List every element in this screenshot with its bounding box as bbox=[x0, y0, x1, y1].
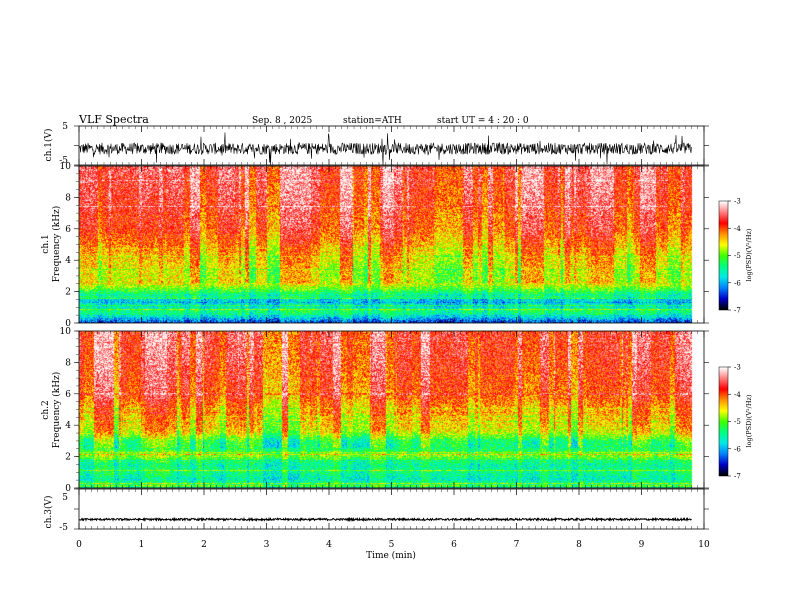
ch3-waveform-ylabel: ch.3(V) bbox=[43, 496, 54, 529]
ch2-colorbar-tick-label: -4 bbox=[734, 391, 741, 399]
time-axis-tick-label: 8 bbox=[576, 540, 582, 550]
time-axis: 0 1 2 3 4 5 6 7 8 9 10 Time (min) bbox=[76, 540, 710, 561]
ch1-waveform-ylabel: ch.1(V) bbox=[43, 129, 54, 162]
ch2-spectrogram-panel: 10 8 6 4 2 0 ch.2 Frequency (kHz) -3 -4 -5 -6 -7 … bbox=[41, 327, 753, 494]
ch3-waveform-trace bbox=[78, 516, 692, 523]
ch1-colorbar-tick-label: -4 bbox=[734, 225, 741, 233]
ch2-ytick-label: 2 bbox=[65, 453, 71, 463]
ch2-spectrogram-yticks: 10 8 6 4 2 0 bbox=[60, 327, 709, 494]
ch1-ytick-top: 5 bbox=[62, 122, 68, 132]
time-axis-tick-labels: 0 1 2 3 4 5 6 7 8 9 10 bbox=[76, 540, 710, 550]
ch3-waveform-frame bbox=[78, 488, 705, 530]
ch1-ytick-label: 6 bbox=[65, 225, 71, 235]
time-axis-label: Time (min) bbox=[366, 550, 416, 561]
ch2-spectrogram-ylabel: ch.2 bbox=[41, 400, 51, 419]
ch2-ytick-label: 6 bbox=[65, 390, 71, 400]
ch2-spectrogram-xticks bbox=[78, 331, 705, 488]
time-axis-tick-label: 10 bbox=[698, 540, 710, 550]
ch3-ytick-top: 5 bbox=[62, 493, 68, 503]
ch2-colorbar-tick-label: -6 bbox=[734, 445, 741, 453]
ch1-colorbar-tick-label: -5 bbox=[734, 252, 741, 260]
ch2-ytick-label: 0 bbox=[65, 484, 71, 494]
date-label: Sep. 8 , 2025 bbox=[252, 116, 312, 126]
ch1-colorbar-ticks: -3 -4 -5 -6 -7 bbox=[728, 198, 741, 315]
ch2-colorbar-tick-label: -5 bbox=[734, 418, 741, 426]
ch1-spectrogram-ylabel: ch.1 bbox=[41, 234, 51, 253]
ch3-ytick-bottom: -5 bbox=[59, 523, 68, 533]
ch2-colorbar-tick-label: -7 bbox=[734, 473, 741, 481]
ch1-spectrogram-yticks: 10 8 6 4 2 0 bbox=[60, 162, 709, 329]
ch3-waveform-ticks bbox=[74, 488, 709, 530]
ch2-ytick-label: 4 bbox=[65, 421, 71, 431]
figure-header: VLF Spectra Sep. 8 , 2025 station=ATH st… bbox=[78, 113, 529, 126]
ch1-spectrogram-image bbox=[79, 166, 704, 323]
ch2-ytick-label: 8 bbox=[65, 358, 71, 368]
time-axis-tick-label: 3 bbox=[264, 540, 270, 550]
ch2-spectrogram-image bbox=[79, 331, 704, 488]
ch2-ytick-label: 10 bbox=[60, 327, 72, 337]
ch1-colorbar: -3 -4 -5 -6 -7 log(PSD)(V²/Hz) bbox=[718, 198, 753, 315]
station-label: station=ATH bbox=[343, 116, 402, 126]
time-axis-tick-label: 4 bbox=[326, 540, 332, 550]
ch1-colorbar-label: log(PSD)(V²/Hz) bbox=[745, 228, 753, 281]
time-axis-tick-label: 6 bbox=[451, 540, 457, 550]
time-axis-tick-label: 1 bbox=[139, 540, 145, 550]
ch1-frequency-label: Frequency (kHz) bbox=[51, 206, 62, 283]
ch1-spectrogram-xticks bbox=[78, 166, 705, 323]
ch1-waveform-xticks bbox=[74, 125, 709, 166]
ch2-colorbar-tick-label: -3 bbox=[734, 364, 741, 372]
time-axis-tick-label: 9 bbox=[639, 540, 645, 550]
time-axis-tick-label: 5 bbox=[389, 540, 395, 550]
ch2-colorbar-label: log(PSD)(V²/Hz) bbox=[745, 394, 753, 447]
ch1-ytick-label: 0 bbox=[65, 319, 71, 329]
ch1-colorbar-tick-label: -6 bbox=[734, 279, 741, 287]
ch1-waveform-trace bbox=[78, 132, 692, 166]
ch1-colorbar-tick-label: -7 bbox=[734, 307, 741, 315]
figure-title: VLF Spectra bbox=[78, 113, 149, 126]
ch1-colorbar-gradient bbox=[719, 201, 728, 310]
ch1-ytick-label: 8 bbox=[65, 193, 71, 203]
ch2-colorbar-gradient bbox=[719, 367, 728, 476]
time-axis-tick-label: 7 bbox=[514, 540, 520, 550]
ch2-frequency-label: Frequency (kHz) bbox=[51, 372, 62, 449]
ch2-colorbar-ticks: -3 -4 -5 -6 -7 bbox=[728, 364, 741, 481]
time-axis-tick-label: 2 bbox=[201, 540, 207, 550]
ch1-colorbar-tick-label: -3 bbox=[734, 198, 741, 206]
ch1-ytick-bottom: -5 bbox=[59, 156, 68, 166]
time-axis-tick-label: 0 bbox=[76, 540, 82, 550]
ch1-spectrogram-panel: 10 8 6 4 2 0 ch.1 Frequency (kHz) -3 -4 -5 -6 -7 … bbox=[41, 162, 753, 329]
ch2-colorbar: -3 -4 -5 -6 -7 log(PSD)(V²/Hz) bbox=[718, 364, 753, 481]
ch1-ytick-label: 10 bbox=[60, 162, 72, 172]
ch1-waveform-panel: 5 -5 ch.1(V) bbox=[43, 122, 709, 166]
ch1-ytick-label: 4 bbox=[65, 256, 71, 266]
ch1-ytick-label: 2 bbox=[65, 288, 71, 298]
ch3-waveform-panel: 5 -5 ch.3(V) bbox=[43, 488, 709, 533]
start-time-label: start UT = 4 : 20 : 0 bbox=[437, 116, 529, 126]
